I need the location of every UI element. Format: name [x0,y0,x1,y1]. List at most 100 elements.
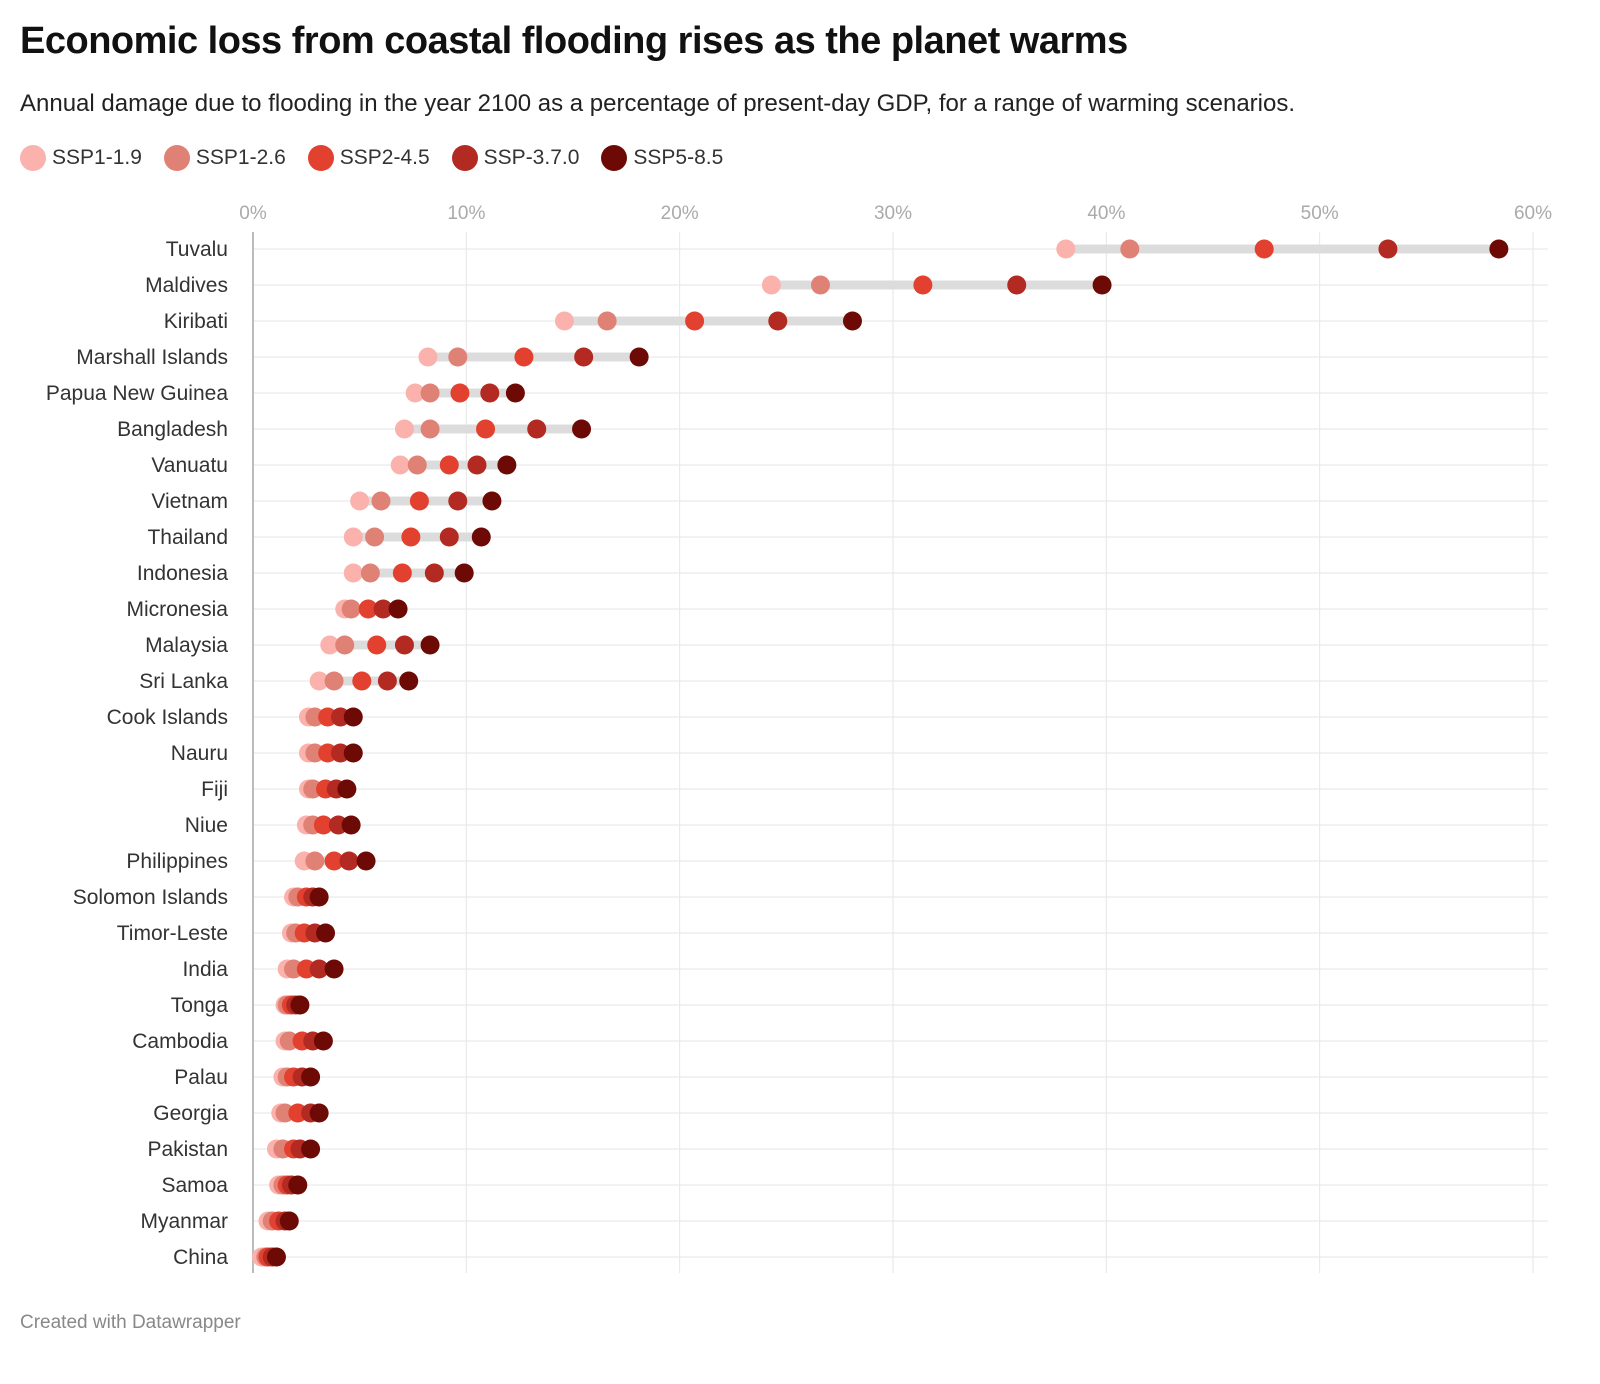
data-point [301,1139,321,1159]
data-point [343,563,363,583]
legend-label: SSP1-2.6 [195,146,286,169]
legend-item: SSP1-2.6 [163,145,286,171]
data-point [454,563,474,583]
data-point [407,455,427,475]
category-label: Solomon Islands [73,886,228,909]
category-label: Pakistan [147,1138,228,1161]
data-point [266,1247,286,1267]
data-point [1254,239,1274,259]
data-point [390,455,410,475]
data-point [350,491,370,511]
chart-title: Economic loss from coastal flooding rise… [20,20,1128,62]
category-label: Vanuatu [151,454,228,477]
category-label: Georgia [153,1102,228,1125]
category-label: Sri Lanka [139,670,228,693]
category-label: China [173,1246,228,1269]
legend-label: SSP1-1.9 [52,146,142,169]
data-point [439,527,459,547]
data-point [1092,275,1112,295]
data-point [367,635,387,655]
data-point [339,851,359,871]
legend-label: SSP5-8.5 [633,146,724,169]
data-point [309,959,329,979]
data-point [574,347,594,367]
data-point [420,383,440,403]
data-point [316,923,336,943]
data-point [467,455,487,475]
data-point [313,815,333,835]
data-point [360,563,380,583]
data-point [392,563,412,583]
category-label: Cook Islands [107,706,228,729]
category-label: Timor-Leste [117,922,228,945]
data-point [288,1175,308,1195]
data-point [373,599,393,619]
category-label: Samoa [161,1174,228,1197]
data-point [320,635,340,655]
x-tick-label: 0% [239,203,267,224]
data-point [309,671,329,691]
legend-swatch [163,145,190,171]
category-label: Marshall Islands [76,346,228,369]
data-point [450,383,470,403]
data-point [394,419,414,439]
category-label: Philippines [126,850,228,873]
category-label: Thailand [147,526,228,549]
legend-label: SSP-3.7.0 [483,146,580,169]
data-point [279,1211,299,1231]
data-point [365,527,385,547]
category-label: Tonga [171,994,229,1017]
data-point [1489,239,1509,259]
category-label: Malaysia [145,634,228,657]
data-point [418,347,438,367]
category-label: Fiji [201,778,228,801]
data-point [913,275,933,295]
x-tick-label: 60% [1514,203,1552,224]
data-point [305,851,325,871]
legend-item: SSP-3.7.0 [451,145,580,171]
x-tick-label: 10% [447,203,485,224]
data-point [1120,239,1140,259]
data-point [388,599,408,619]
data-point [420,419,440,439]
legend-swatch [307,145,334,171]
data-point [313,1031,333,1051]
data-point [399,671,419,691]
data-point [527,419,547,439]
data-point [497,455,517,475]
data-point [597,311,617,331]
data-point [1007,275,1027,295]
data-point [343,743,363,763]
data-point [356,851,376,871]
data-point [335,635,355,655]
data-point [409,491,429,511]
legend-swatch [601,145,628,171]
data-point [324,959,344,979]
chart-subtitle: Annual damage due to flooding in the yea… [20,90,1296,117]
legend: SSP1-1.9 SSP1-2.6 SSP2-4.5 SSP-3.7.0 SSP5-8.… [20,145,723,171]
data-point [324,671,344,691]
data-point [371,491,391,511]
data-point [768,311,788,331]
x-tick-label: 50% [1301,203,1339,224]
data-point [394,635,414,655]
category-label: Kiribati [164,310,228,333]
data-point [1056,239,1076,259]
category-label: Vietnam [151,490,228,513]
data-point [471,527,491,547]
data-point [424,563,444,583]
data-point [482,491,502,511]
data-point [448,347,468,367]
data-point [448,491,468,511]
category-label: Papua New Guinea [46,382,228,405]
data-point [337,779,357,799]
category-label: Cambodia [132,1030,228,1053]
data-point [309,1103,329,1123]
legend-item: SSP5-8.5 [601,145,723,171]
category-label: Bangladesh [117,418,228,441]
data-point [290,995,310,1015]
data-point [480,383,500,403]
data-point [377,671,397,691]
data-point [301,1067,321,1087]
